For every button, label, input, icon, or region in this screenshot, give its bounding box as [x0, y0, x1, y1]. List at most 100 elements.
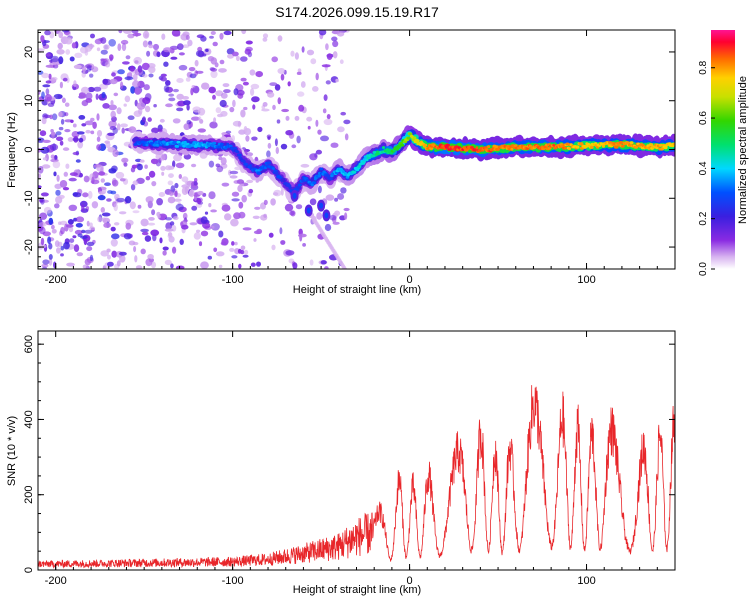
noise-speck — [221, 204, 231, 212]
noise-speck — [196, 198, 202, 205]
noise-speck — [167, 196, 176, 204]
noise-speck — [227, 53, 234, 59]
noise-speck — [160, 76, 167, 82]
noise-speck — [197, 128, 206, 133]
noise-speck — [309, 198, 317, 206]
noise-speck — [100, 178, 106, 183]
noise-speck — [343, 207, 350, 212]
noise-speck — [172, 118, 181, 124]
noise-speck — [109, 78, 118, 85]
noise-speck — [267, 142, 272, 149]
noise-speck — [318, 30, 327, 36]
x-tick-label: 100 — [577, 274, 595, 286]
noise-speck — [178, 174, 182, 179]
noise-speck — [257, 126, 263, 133]
noise-speck — [69, 172, 78, 177]
ridge-mark — [601, 144, 606, 148]
ridge-mark — [415, 139, 420, 143]
noise-speck — [62, 187, 70, 191]
noise-speck — [320, 260, 327, 265]
noise-speck — [44, 94, 52, 102]
noise-speck — [234, 241, 238, 246]
noise-speck — [330, 142, 339, 148]
noise-speck — [102, 78, 112, 86]
noise-speck — [310, 58, 317, 65]
noise-speck — [114, 222, 120, 226]
noise-speck — [220, 92, 228, 99]
noise-speck — [48, 217, 54, 225]
noise-speck — [48, 254, 53, 260]
noise-speck — [174, 182, 179, 189]
ridge-mark — [397, 145, 402, 149]
noise-speck — [185, 34, 190, 41]
ridge-mark — [306, 207, 311, 214]
noise-speck — [130, 167, 136, 173]
noise-speck — [324, 223, 332, 232]
noise-speck — [306, 49, 315, 56]
noise-speck — [245, 135, 250, 142]
noise-speck — [73, 64, 82, 70]
noise-speck — [81, 71, 86, 78]
noise-speck — [175, 162, 185, 169]
noise-speck — [144, 164, 148, 169]
noise-speck — [198, 116, 202, 122]
colorbar-ticks: 0.0 0.2 0.4 0.6 0.8 — [698, 60, 715, 276]
noise-speck — [148, 73, 154, 78]
noise-speck — [117, 43, 122, 51]
noise-speck — [64, 119, 73, 123]
noise-speck — [108, 168, 117, 174]
noise-speck — [193, 232, 201, 240]
noise-speck — [81, 66, 87, 73]
noise-speck — [156, 51, 161, 58]
ridge-mark — [237, 153, 242, 157]
ridge-mark — [454, 145, 459, 149]
noise-speck — [195, 50, 205, 57]
noise-speck — [296, 71, 302, 75]
noise-speck — [222, 83, 230, 88]
noise-speck — [98, 171, 106, 176]
noise-speck — [189, 73, 197, 79]
noise-speck — [136, 102, 146, 110]
ridge-mark — [557, 146, 562, 153]
ridge-mark — [319, 167, 324, 171]
noise-speck — [322, 108, 327, 114]
spectrogram-y-ticks: -20 -10 0 10 20 — [23, 31, 675, 268]
noise-speck — [266, 150, 271, 158]
noise-speck — [55, 189, 61, 196]
noise-speck — [218, 264, 223, 269]
noise-speck — [75, 216, 85, 223]
noise-speck — [78, 115, 86, 120]
noise-speck — [91, 201, 99, 209]
noise-speck — [219, 59, 225, 65]
noise-speck — [164, 259, 172, 266]
noise-speck — [67, 137, 74, 142]
noise-speck — [38, 185, 42, 189]
noise-speck — [107, 190, 113, 194]
noise-speck — [274, 138, 278, 147]
noise-speck — [58, 194, 65, 199]
noise-speck — [230, 218, 239, 227]
noise-speck — [74, 52, 83, 58]
noise-speck — [262, 102, 268, 107]
noise-speck — [180, 221, 184, 228]
noise-speck — [173, 216, 179, 221]
noise-speck — [125, 55, 131, 60]
y-tick-label: -20 — [23, 239, 35, 255]
noise-speck — [336, 31, 345, 37]
ridge-mark — [329, 177, 333, 181]
noise-speck — [323, 94, 328, 101]
ridge-mark — [672, 142, 675, 146]
noise-speck — [292, 262, 298, 269]
ridge-mark — [352, 170, 357, 174]
noise-speck — [345, 271, 349, 275]
noise-speck — [153, 43, 159, 51]
noise-speck — [159, 237, 163, 244]
noise-speck — [201, 82, 210, 90]
noise-speck — [162, 250, 167, 256]
noise-speck — [210, 209, 218, 213]
noise-speck — [151, 209, 156, 216]
noise-speck — [158, 192, 166, 197]
noise-speck — [92, 121, 97, 129]
noise-speck — [167, 180, 174, 186]
noise-speck — [172, 160, 176, 168]
